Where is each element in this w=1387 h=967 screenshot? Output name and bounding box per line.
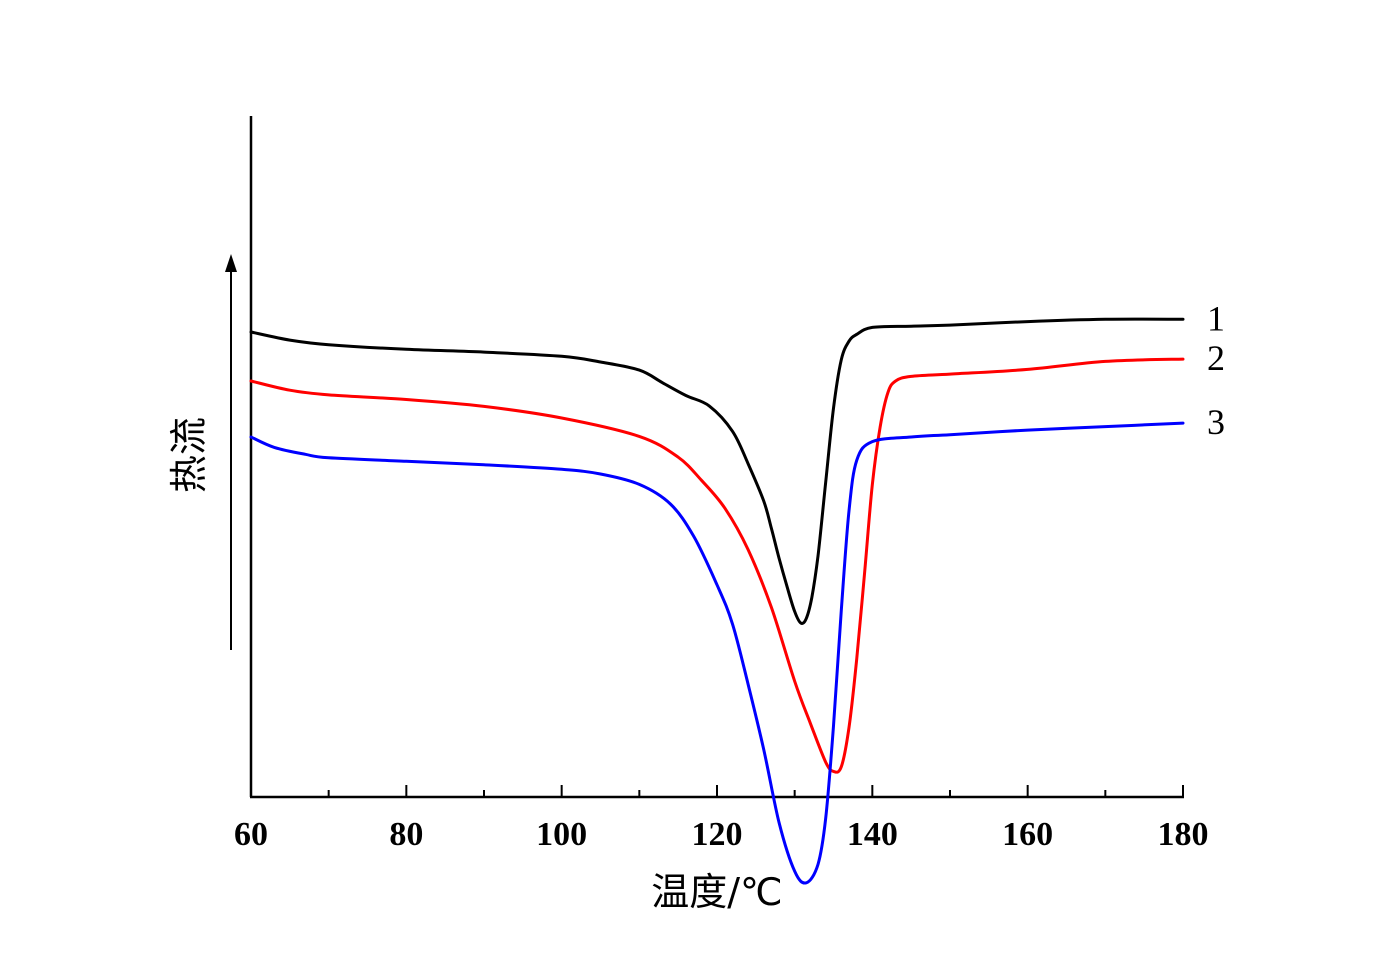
x-tick-label: 80 bbox=[389, 816, 423, 853]
series-line-1 bbox=[249, 317, 1185, 625]
x-ticks: 60 80 100 120 140 160 180 bbox=[234, 785, 1209, 853]
series-label-1: 1 bbox=[1207, 298, 1225, 338]
curves bbox=[249, 317, 1185, 885]
x-tick-label: 100 bbox=[536, 816, 587, 853]
y-axis-title: 热流 bbox=[167, 417, 211, 493]
series-line-2 bbox=[249, 357, 1185, 774]
series-labels: 12 3 bbox=[1207, 298, 1225, 442]
x-tick-label: 180 bbox=[1158, 816, 1209, 853]
series-label-3: 3 bbox=[1207, 402, 1225, 442]
x-tick-label: 140 bbox=[847, 816, 898, 853]
x-tick-label: 120 bbox=[692, 816, 743, 853]
x-tick-label: 160 bbox=[1002, 816, 1053, 853]
series-line-3 bbox=[249, 421, 1185, 885]
x-tick-label: 60 bbox=[234, 816, 268, 853]
heat-flow-arrow-head bbox=[225, 254, 237, 272]
series-label-2: 2 bbox=[1207, 338, 1225, 378]
x-axis-title: 温度/℃ bbox=[651, 870, 782, 914]
